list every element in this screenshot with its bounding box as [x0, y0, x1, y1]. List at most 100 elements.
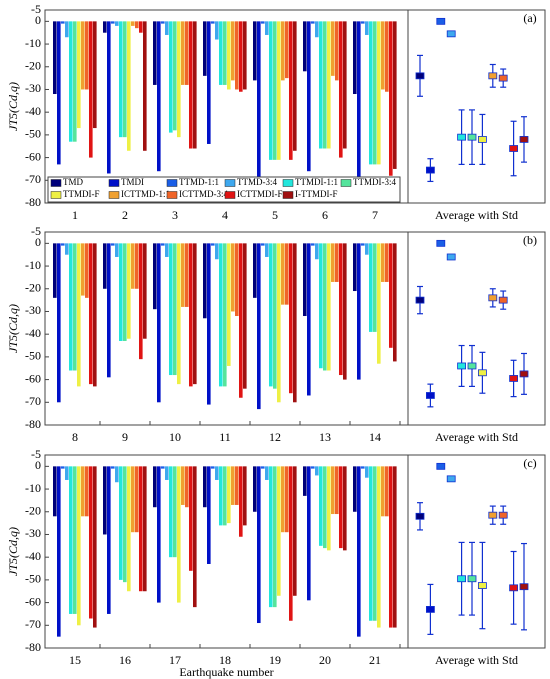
bar	[357, 21, 361, 183]
x-tick-label: 17	[169, 653, 181, 667]
bar	[177, 243, 181, 385]
y-tick-label: -50	[25, 572, 41, 586]
bar	[293, 21, 297, 151]
bar	[353, 243, 357, 292]
bar	[103, 243, 107, 289]
bar	[227, 243, 231, 366]
average-marker	[509, 584, 519, 592]
bar	[77, 466, 81, 626]
bar	[343, 243, 347, 380]
bar	[231, 21, 235, 81]
y-tick-label: -40	[25, 326, 41, 340]
bar	[353, 21, 357, 95]
bar	[169, 466, 173, 558]
bar	[135, 243, 139, 289]
average-marker	[467, 362, 477, 370]
bar	[357, 466, 361, 637]
bar	[77, 243, 81, 387]
bar	[89, 243, 93, 385]
bar	[369, 243, 373, 332]
bar	[153, 243, 157, 310]
bar	[281, 243, 285, 305]
y-tick-label: 0	[35, 458, 41, 472]
legend-label: ICTTMDI-F	[237, 189, 283, 199]
bar	[335, 243, 339, 282]
bar	[123, 243, 127, 341]
bar	[69, 21, 73, 142]
bar	[385, 243, 389, 282]
bar	[81, 466, 85, 517]
plot-area	[44, 9, 546, 204]
bar	[77, 21, 81, 129]
y-tick-label: -70	[25, 394, 41, 408]
bar	[135, 466, 139, 533]
y-tick-label: -20	[25, 59, 41, 73]
y-tick-label: -60	[25, 149, 41, 163]
x-tick-label: 19	[269, 653, 281, 667]
average-marker	[415, 296, 425, 304]
bar	[161, 466, 165, 469]
bar	[139, 21, 143, 33]
bar	[385, 466, 389, 517]
bar	[257, 243, 261, 410]
x-tick-label: 3	[172, 208, 178, 222]
bar	[235, 21, 239, 90]
average-marker	[498, 511, 508, 519]
bar	[269, 21, 273, 160]
bar	[281, 466, 285, 533]
bar	[373, 243, 377, 332]
bar	[223, 466, 227, 526]
bar	[223, 21, 227, 85]
bar	[215, 243, 219, 260]
x-tick-label: 7	[372, 208, 378, 222]
bar	[277, 466, 281, 596]
bar	[207, 21, 211, 144]
bar	[131, 466, 135, 533]
bar	[143, 466, 147, 592]
bar	[273, 21, 277, 160]
bar	[93, 466, 97, 628]
bar	[307, 243, 311, 396]
bar	[273, 243, 277, 389]
legend-label: TMD	[63, 177, 84, 187]
bar	[277, 21, 281, 160]
average-marker	[415, 512, 425, 520]
y-tick-label: -20	[25, 504, 41, 518]
bar	[323, 466, 327, 549]
bar	[111, 466, 115, 469]
panel-label: (a)	[523, 11, 536, 25]
bar	[323, 21, 327, 149]
bar	[123, 21, 127, 138]
bar	[157, 466, 161, 603]
y-tick-label: -10	[25, 481, 41, 495]
bar	[211, 466, 215, 469]
bar	[165, 466, 169, 480]
average-marker	[488, 294, 498, 302]
bar	[377, 243, 381, 364]
y-tick-label: -10	[25, 36, 41, 50]
bar	[203, 243, 207, 319]
legend-label: I-TTMDI-F	[295, 189, 338, 199]
x-tick-label: 2	[122, 208, 128, 222]
x-tick-label: 11	[219, 430, 231, 444]
y-tick-label: -5	[31, 224, 41, 238]
legend-label: TTMDI-F	[63, 189, 100, 199]
average-marker	[425, 392, 435, 399]
bar	[253, 243, 257, 298]
bar	[139, 466, 143, 592]
bar	[381, 21, 385, 90]
bar	[107, 21, 111, 174]
y-tick-label: -5	[31, 2, 41, 16]
average-marker	[436, 462, 446, 470]
panel-label: (c)	[523, 456, 536, 470]
bar	[253, 466, 257, 512]
x-tick-label: 21	[369, 653, 381, 667]
bar	[381, 466, 385, 517]
bar	[369, 466, 373, 621]
bar	[165, 21, 169, 35]
average-marker	[446, 253, 456, 261]
bar	[89, 466, 93, 619]
average-label: Average with Std	[435, 430, 518, 444]
bar	[239, 243, 243, 398]
